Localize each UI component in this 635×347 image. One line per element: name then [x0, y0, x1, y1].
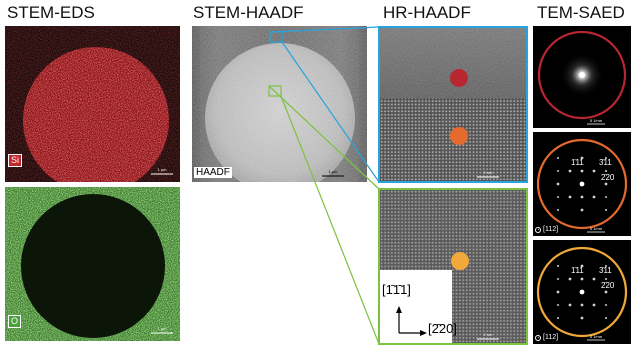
diffraction-spot: [605, 157, 607, 159]
diffraction-spot: [580, 195, 584, 199]
scale-bar-label-haadf: 1 µm: [328, 169, 338, 174]
diffraction-spot: [557, 317, 559, 319]
diffraction-spot: [580, 208, 584, 212]
diffraction-spot: [579, 289, 585, 295]
diffraction-spot: [592, 303, 596, 307]
diffraction-spot: [557, 209, 559, 211]
diffraction-spot: [592, 169, 596, 173]
zone-axis-icon: [535, 334, 541, 341]
haadf-overview-image: HAADF 1 µm: [192, 26, 367, 182]
spot-label-111: 1̄11: [571, 158, 584, 167]
diffraction-spot: [605, 170, 607, 172]
diffraction-spot: [592, 277, 596, 281]
diffraction-spot: [556, 290, 560, 294]
header-hr-haadf: HR-HAADF: [383, 3, 471, 22]
diffraction-spot: [579, 181, 585, 187]
zone-axis-label-3: [112]: [543, 334, 559, 341]
diffraction-spot: [580, 277, 584, 281]
scale-bar-label-saed-1: 5 1/nm: [589, 118, 603, 123]
diffraction-spot: [568, 277, 572, 281]
diffraction-spot: [580, 303, 584, 307]
diffraction-spot: [605, 304, 607, 306]
spot-label-311: 3̄11: [599, 266, 612, 275]
scale-bar-label-hr-top: 2 nm: [483, 170, 493, 175]
diffraction-spot: [557, 278, 559, 280]
diffraction-spot: [557, 196, 559, 198]
zone-axis-2: [112]: [535, 225, 558, 234]
zone-axis-3: [112]: [535, 333, 558, 342]
zone-axis-icon: [535, 226, 541, 233]
diffraction-spot: [568, 169, 572, 173]
diffraction-spot: [604, 290, 608, 294]
diffraction-spot: [605, 196, 607, 198]
diffraction-spot: [568, 303, 572, 307]
scale-bar-label-saed-2: 5 1/nm: [589, 226, 603, 231]
haadf-label: HAADF: [194, 167, 232, 178]
axis-label-horizontal: [2̄20]: [428, 321, 457, 336]
spot-label-111: 1̄11: [571, 266, 584, 275]
diffraction-spot: [592, 195, 596, 199]
header-stem-eds: STEM-EDS: [7, 3, 95, 22]
diffraction-spot: [557, 304, 559, 306]
eds-o-map-image: O 1 µm: [5, 187, 180, 341]
scale-bar-label-o: 1 µm: [157, 326, 167, 331]
spot-label-220: 2̄20: [601, 173, 615, 182]
element-label-o: O: [8, 315, 22, 328]
saed-pattern-crystal-orange: 1̄11 3̄11 2̄20 [112] 5 1/nm: [533, 132, 631, 236]
diffraction-spot: [557, 157, 559, 159]
eds-si-map-image: Si 1 µm: [5, 26, 180, 182]
diffraction-spot: [580, 264, 584, 268]
hr-haadf-top-image: 2 nm: [378, 26, 528, 183]
diffraction-spot: [580, 156, 584, 160]
diffraction-spot: [580, 169, 584, 173]
diffraction-spot: [568, 195, 572, 199]
spot-label-311: 3̄11: [599, 158, 612, 167]
diffraction-spot: [605, 317, 607, 319]
spot-label-220: 2̄20: [601, 281, 615, 290]
saed-pattern-amorphous: 5 1/nm: [533, 26, 631, 128]
diffraction-spot: [604, 182, 608, 186]
diffraction-spot: [580, 316, 584, 320]
diffraction-spot: [557, 170, 559, 172]
diffraction-spot: [605, 278, 607, 280]
zone-axis-label-2: [112]: [543, 226, 559, 233]
hr-haadf-bottom-image: [1̄1̄1] [2̄20] 2 nm: [378, 188, 528, 345]
header-stem-haadf: STEM-HAADF: [193, 3, 304, 22]
scale-bar-label-saed-3: 5 1/nm: [589, 334, 603, 339]
scale-bar-label-si: 1 µm: [157, 167, 167, 172]
saed-pattern-crystal-yellow: 1̄11 3̄11 2̄20 [112] 5 1/nm: [533, 240, 631, 344]
element-label-si: Si: [8, 154, 23, 167]
diffraction-spot: [605, 265, 607, 267]
axis-label-vertical: [1̄1̄1]: [382, 282, 411, 297]
diffraction-spot: [557, 265, 559, 267]
scale-bar-label-hr-bottom: 2 nm: [483, 332, 493, 337]
diffraction-spot: [605, 209, 607, 211]
header-tem-saed: TEM-SAED: [537, 3, 625, 22]
diffraction-spot: [556, 182, 560, 186]
